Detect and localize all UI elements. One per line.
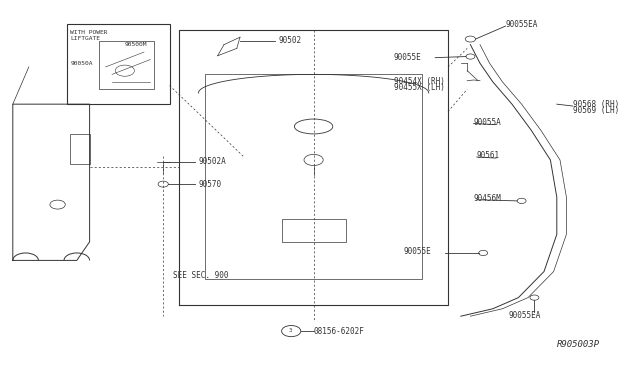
Text: 90454X (RH): 90454X (RH) [394,77,444,86]
Text: 90561: 90561 [477,151,500,160]
Bar [205,74,422,279]
Text: 90055A: 90055A [474,118,501,126]
Text: 3: 3 [289,328,292,333]
Text: WITH POWER
LIFTGATE: WITH POWER LIFTGATE [70,30,108,41]
Text: 90500M: 90500M [125,42,147,47]
Text: 90502: 90502 [278,36,301,45]
Text: 90456M: 90456M [474,194,501,203]
Text: 90568 (RH): 90568 (RH) [573,100,619,109]
Bar [67,24,170,104]
Text: 90502A: 90502A [198,157,226,166]
Text: 90570: 90570 [198,180,221,189]
Text: 90055EA: 90055EA [509,311,541,320]
Bar [282,219,346,242]
Text: 08156-6202F: 08156-6202F [314,327,364,336]
Text: R905003P: R905003P [557,340,600,349]
Text: SEE SEC. 900: SEE SEC. 900 [173,271,228,280]
Text: 90455X (LH): 90455X (LH) [394,83,444,92]
Bar [70,134,90,164]
Text: 90050A: 90050A [70,61,93,66]
Bar [99,41,154,89]
Text: 90055EA: 90055EA [506,20,538,29]
Text: 90055E: 90055E [394,53,421,62]
Text: 90569 (LH): 90569 (LH) [573,106,619,115]
Text: 90055E: 90055E [403,247,431,256]
